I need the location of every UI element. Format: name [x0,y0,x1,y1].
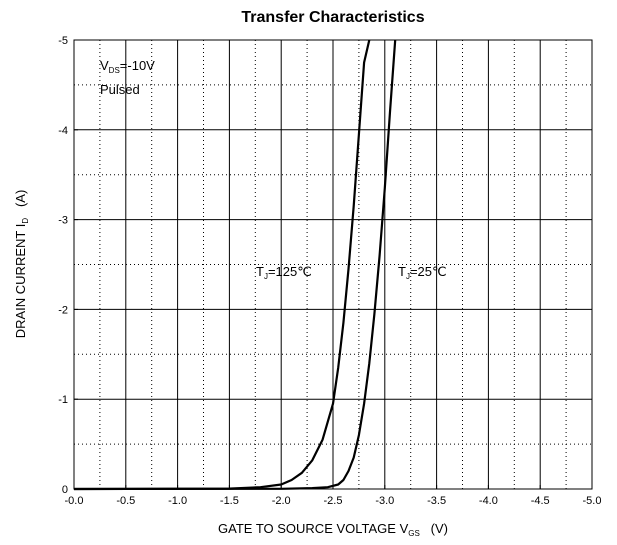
y-tick-label: -5 [58,35,68,47]
x-tick-label: -1.0 [168,495,187,507]
y-tick-label: -1 [58,394,68,406]
vds-condition-label: VDS=-10V [100,58,155,75]
x-tick-label: -1.5 [220,495,239,507]
axis-ticks: -0.0 -0.5 -1.0 -1.5 -2.0 -2.5 -3.0 -3.5 -4.0 -4.5… [58,35,601,507]
y-tick-label: -2 [58,304,68,316]
chart-title: Transfer Characteristics [241,9,424,26]
y-tick-label: -4 [58,125,68,137]
x-tick-label: -0.5 [116,495,135,507]
pulsed-condition-label: Pulsed [100,82,140,97]
series-layer [73,39,397,491]
x-tick-label: -2.5 [324,495,343,507]
x-tick-label: -3.5 [427,495,446,507]
y-tick-label: 0 [62,484,68,496]
grid [74,40,592,489]
x-tick-label: -0.0 [65,495,84,507]
x-tick-label: -4.5 [531,495,550,507]
series-line-tj125 [73,39,371,491]
series-line-tj25 [73,39,397,491]
tj125-label: TJ=125℃ [256,264,312,281]
x-tick-label: -3.0 [375,495,394,507]
x-tick-label: -2.0 [272,495,291,507]
x-tick-label: -5.0 [583,495,602,507]
y-tick-label: -3 [58,215,68,227]
x-tick-label: -4.0 [479,495,498,507]
x-axis-label: GATE TO SOURCE VOLTAGE VGS (V) [218,521,448,538]
y-axis-label: DRAIN CURRENT ID (A) [13,190,30,339]
tj25-label: TJ=25℃ [398,264,447,281]
